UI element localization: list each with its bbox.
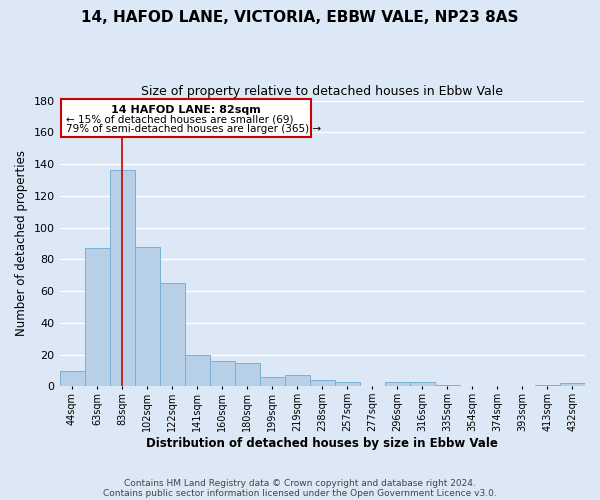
Bar bbox=[61, 99, 311, 137]
Text: Contains HM Land Registry data © Crown copyright and database right 2024.: Contains HM Land Registry data © Crown c… bbox=[124, 478, 476, 488]
Bar bbox=[85, 248, 110, 386]
Text: 14, HAFOD LANE, VICTORIA, EBBW VALE, NP23 8AS: 14, HAFOD LANE, VICTORIA, EBBW VALE, NP2… bbox=[81, 10, 519, 25]
Bar bbox=[160, 283, 185, 387]
Bar bbox=[435, 385, 460, 386]
Bar bbox=[310, 380, 335, 386]
Bar bbox=[185, 354, 209, 386]
Bar bbox=[285, 376, 310, 386]
Bar bbox=[209, 361, 235, 386]
Bar bbox=[260, 377, 285, 386]
Text: ← 15% of detached houses are smaller (69): ← 15% of detached houses are smaller (69… bbox=[66, 114, 293, 124]
Title: Size of property relative to detached houses in Ebbw Vale: Size of property relative to detached ho… bbox=[141, 85, 503, 98]
Text: Contains public sector information licensed under the Open Government Licence v3: Contains public sector information licen… bbox=[103, 488, 497, 498]
Bar bbox=[385, 382, 410, 386]
Bar bbox=[335, 382, 360, 386]
Bar bbox=[59, 370, 85, 386]
Bar bbox=[134, 246, 160, 386]
Y-axis label: Number of detached properties: Number of detached properties bbox=[15, 150, 28, 336]
Bar bbox=[535, 385, 560, 386]
X-axis label: Distribution of detached houses by size in Ebbw Vale: Distribution of detached houses by size … bbox=[146, 437, 498, 450]
Bar bbox=[235, 362, 260, 386]
Bar bbox=[110, 170, 134, 386]
Text: 79% of semi-detached houses are larger (365) →: 79% of semi-detached houses are larger (… bbox=[66, 124, 321, 134]
Bar bbox=[410, 382, 435, 386]
Text: 14 HAFOD LANE: 82sqm: 14 HAFOD LANE: 82sqm bbox=[111, 104, 261, 115]
Bar bbox=[560, 383, 585, 386]
